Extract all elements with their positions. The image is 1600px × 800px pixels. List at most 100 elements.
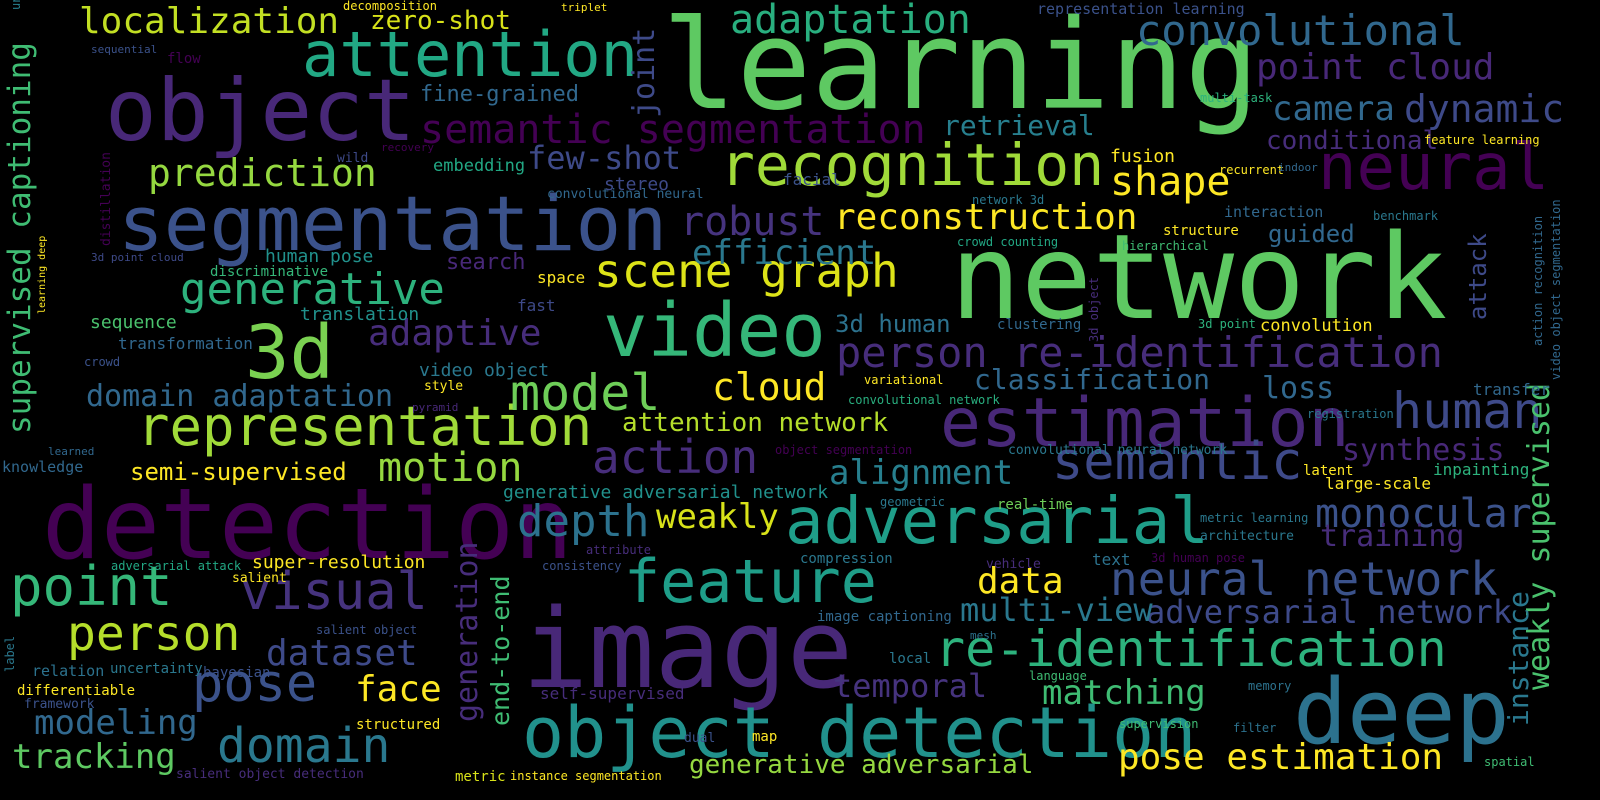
word-variational: variational [864,373,944,387]
word-latent: latent [1303,463,1354,479]
word-dynamic: dynamic [1404,87,1565,131]
word-recognition: recognition [720,131,1105,199]
word-memory: memory [1248,679,1292,693]
word-interaction: interaction [1224,203,1324,221]
word-adversarial-attack: adversarial attack [111,559,242,573]
word-action-recognition: action recognition [1531,215,1545,346]
word-crowd: crowd [84,355,121,369]
word-triplet: triplet [561,1,608,14]
word-learning: learning [662,0,1260,138]
word-differentiable: differentiable [17,683,136,699]
word-tracking: tracking [12,737,176,777]
word-super-resolution: super-resolution [252,552,426,573]
word-3d-object: 3d object [1087,276,1101,342]
word-salient-object: salient object [316,623,418,637]
word-camera: camera [1272,89,1395,129]
word-end-to-end: end-to-end [486,575,515,726]
word-recovery: recovery [381,141,434,154]
word-loss: loss [1262,371,1335,406]
word-semantic-segmentation: semantic segmentation [420,107,926,153]
word-transformation: transformation [118,334,253,353]
word-guided: guided [1268,220,1355,248]
word-few-shot: few-shot [527,139,682,177]
word-deep: deep [1293,660,1510,765]
word-structure: structure [1163,223,1239,239]
word-hierarchical: hierarchical [1122,239,1209,253]
word-pose-estimation: pose estimation [1118,737,1444,778]
word-knowledge: knowledge [2,458,84,476]
word-local: local [889,651,932,667]
word-action: action [592,430,759,484]
word-domain: domain [217,718,391,774]
word-person-re-identification: person re-identification [836,328,1443,377]
word-salient-object-detection: salient object detection [176,767,364,782]
word-spatial: spatial [1484,755,1535,769]
word-domain-adaptation: domain adaptation [86,379,394,414]
word-convolutional: convolutional [1136,6,1465,55]
word-video: video [603,288,826,374]
word-human: human [1392,382,1543,440]
word-3d-human: 3d human [835,310,951,338]
word-efficient: efficient [692,233,877,273]
word-generative-adversarial: generative adversarial [689,750,1034,780]
word-depth: depth [517,496,650,547]
word-fusion: fusion [1110,146,1176,167]
word-synthesis: synthesis [1342,433,1505,468]
word-object-segmentation: object segmentation [775,443,913,457]
word-recurrent: recurrent [1219,163,1285,177]
word-attention: attention [302,18,638,91]
word-3d: 3d [245,310,335,396]
word-convolutional-network: convolutional network [848,393,1000,407]
word-segmentation: segmentation [118,179,668,268]
word-metric: metric [455,769,506,785]
word-adversarial: adversarial [785,485,1209,559]
word-map: map [752,729,778,745]
word-metric-learning: metric learning [1200,511,1309,525]
word-dataset: dataset [266,633,418,674]
word-convolutional-neural: convolutional neural [547,187,704,202]
word-supervision: supervision [1119,717,1199,731]
word-stereo: stereo [604,174,670,195]
word-object-detection: object detection [522,692,1197,774]
word-temporal: temporal [833,667,988,705]
word-salient: salient [232,571,287,586]
word-representation-learning: representation learning [1037,0,1245,18]
word-label: label [3,635,17,672]
word-transfer: transfer [1473,380,1551,399]
word-fast: fast [517,296,556,315]
word-scene-graph: scene graph [594,244,899,298]
word-conditional: conditional [1266,126,1439,156]
word-supervised-captioning: supervised captioning [2,42,38,434]
word-classification: classification [974,363,1211,396]
word-estimation: estimation [940,384,1350,463]
word-retrieval: retrieval [943,109,1095,142]
word-vehicle: vehicle [986,557,1041,572]
word-pose: pose [192,654,318,714]
word-geometric: geometric [880,495,946,509]
word-translation: translation [300,304,420,325]
word-matching: matching [1042,673,1206,713]
word-fine-grained: fine-grained [420,82,579,107]
word-human-pose: human pose [265,246,374,267]
word-joint: joint [627,27,662,118]
word-registration: registration [1307,407,1394,421]
word-3d-point-cloud: 3d point cloud [91,251,184,264]
word-clustering: clustering [997,317,1082,333]
word-cloud: cloud [712,365,827,409]
word-multi-view: multi-view [960,591,1153,629]
word-framework: framework [24,697,95,712]
word-inpainting: inpainting [1433,460,1530,479]
word-real-time: real-time [997,497,1073,513]
word-image-captioning: image captioning [817,609,952,625]
word-visual: visual [240,562,428,622]
word-style: style [424,379,464,394]
word-video-object: video object [419,360,550,381]
word-semantic: semantic [1052,432,1303,492]
word-language: language [1029,669,1087,683]
word-face: face [355,669,442,710]
word-robust: robust [680,199,825,245]
word-weakly: weakly [656,497,779,537]
word-filter: filter [1233,721,1277,735]
word-instance-segmentation: instance segmentation [510,769,662,783]
word-indoor: indoor [1278,161,1318,174]
